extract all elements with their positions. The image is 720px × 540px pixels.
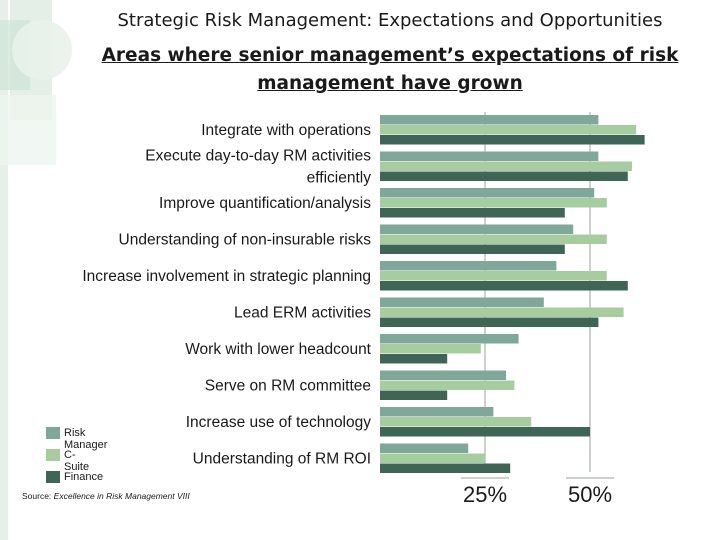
bar-risk-manager-0	[380, 115, 599, 125]
legend-swatch-c-suite	[46, 449, 60, 461]
category-label-5: Lead ERM activities	[234, 305, 371, 322]
bar-finance-8	[380, 427, 590, 437]
tick-label-0: 25%	[463, 482, 507, 507]
legend-swatch-risk-manager	[46, 427, 60, 439]
bar-c-suite-6	[380, 344, 481, 354]
chart-subtitle: Areas where senior management’s expectat…	[101, 45, 679, 94]
category-label-6: Work with lower headcount	[185, 341, 371, 358]
bar-finance-2	[380, 208, 565, 218]
bar-risk-manager-7	[380, 370, 506, 380]
bar-finance-9	[380, 463, 511, 473]
category-label-9: Understanding of RM ROI	[193, 451, 371, 468]
bar-c-suite-9	[380, 453, 485, 463]
category-labels: Integrate with operations Execute day-to-…	[82, 122, 371, 468]
legend-swatch-finance	[46, 471, 60, 483]
category-label-1-line-0: Execute day-to-day RM activities	[145, 148, 371, 165]
left-stripe	[0, 0, 8, 540]
category-label-1-line-1: efficiently	[307, 170, 372, 187]
category-label-3: Understanding of non-insurable risks	[119, 232, 372, 249]
bar-finance-6	[380, 354, 448, 364]
bar-c-suite-2	[380, 198, 607, 208]
bar-risk-manager-3	[380, 224, 574, 234]
legend-label-c-suite: C-Suite	[64, 449, 90, 473]
chart-title: Strategic Risk Management: Expectations …	[117, 10, 663, 31]
bar-c-suite-7	[380, 380, 515, 390]
bar-c-suite-5	[380, 307, 624, 317]
source-note: Source: Excellence in Risk Management VI…	[22, 491, 190, 501]
decor-block-lower	[0, 95, 56, 165]
bar-c-suite-4	[380, 271, 607, 281]
bar-finance-7	[380, 390, 448, 400]
source-text: Excellence in Risk Management VIII	[53, 491, 190, 501]
bar-risk-manager-5	[380, 297, 544, 307]
bar-finance-3	[380, 244, 565, 254]
tick-label-1: 50%	[568, 482, 612, 507]
bar-risk-manager-8	[380, 407, 494, 417]
bar-c-suite-0	[380, 125, 637, 135]
source-label: Source:	[22, 491, 52, 501]
bar-risk-manager-2	[380, 188, 595, 198]
category-label-0: Integrate with operations	[201, 122, 371, 139]
legend-label-finance: Finance	[64, 471, 104, 483]
bar-finance-0	[380, 135, 645, 145]
bars	[380, 115, 645, 473]
category-label-7: Serve on RM committee	[205, 378, 371, 395]
bar-c-suite-1	[380, 161, 632, 171]
bar-finance-5	[380, 317, 599, 327]
bar-finance-1	[380, 171, 628, 181]
bar-risk-manager-4	[380, 261, 557, 271]
bar-c-suite-8	[380, 417, 532, 427]
x-axis-ticks: 25% 50%	[461, 477, 614, 507]
category-label-8: Increase use of technology	[186, 414, 372, 431]
legend-label-risk-manager: Risk Manager	[64, 427, 108, 451]
bar-finance-4	[380, 281, 628, 291]
category-label-2: Improve quantification/analysis	[159, 195, 371, 212]
bar-risk-manager-1	[380, 151, 599, 161]
category-label-4: Increase involvement in strategic planni…	[82, 268, 371, 285]
bar-c-suite-3	[380, 234, 607, 244]
bar-risk-manager-6	[380, 334, 519, 344]
decor-circle	[12, 20, 72, 80]
bar-risk-manager-9	[380, 443, 469, 453]
